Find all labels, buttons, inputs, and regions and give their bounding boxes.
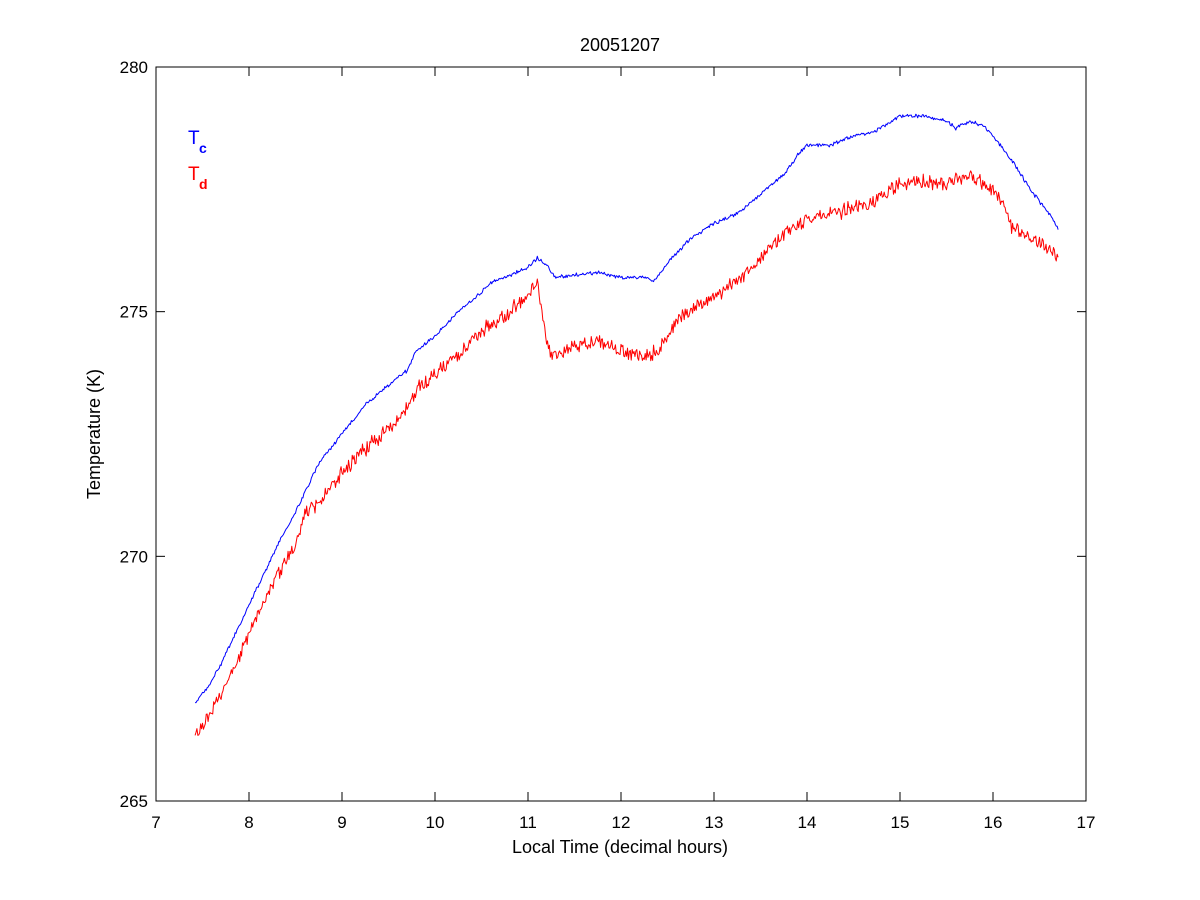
x-tick-label: 16 [984,813,1003,832]
y-axis-label: Temperature (K) [84,369,104,499]
x-axis: 7 8 9 10 11 12 13 14 15 16 17 [151,67,1095,832]
legend-label-tc-main: T [188,128,200,149]
x-tick-label: 14 [798,813,817,832]
x-tick-label: 17 [1077,813,1096,832]
x-tick-label: 9 [337,813,346,832]
y-tick-label: 280 [120,58,148,77]
x-tick-label: 8 [244,813,253,832]
series-line-td [194,170,1059,736]
x-tick-label: 10 [426,813,445,832]
y-tick-label: 270 [120,547,148,566]
y-tick-label: 265 [120,792,148,811]
x-tick-label: 15 [891,813,910,832]
legend-label-td-main: T [188,164,200,185]
y-tick-label: 275 [120,303,148,322]
x-tick-label: 7 [151,813,160,832]
x-axis-label: Local Time (decimal hours) [512,837,728,857]
chart-title: 20051207 [580,35,660,55]
series-line-tc [195,113,1059,704]
x-tick-label: 11 [519,813,537,832]
x-tick-label: 12 [612,813,631,832]
series-layer [194,113,1059,736]
legend: T c T d [188,128,208,192]
legend-entry-td: T d [188,164,208,192]
y-axis: 265 270 275 280 [120,58,1086,811]
legend-label-tc-sub: c [199,140,207,156]
legend-entry-tc: T c [188,128,207,156]
x-tick-label: 13 [705,813,724,832]
legend-label-td-sub: d [199,176,208,192]
